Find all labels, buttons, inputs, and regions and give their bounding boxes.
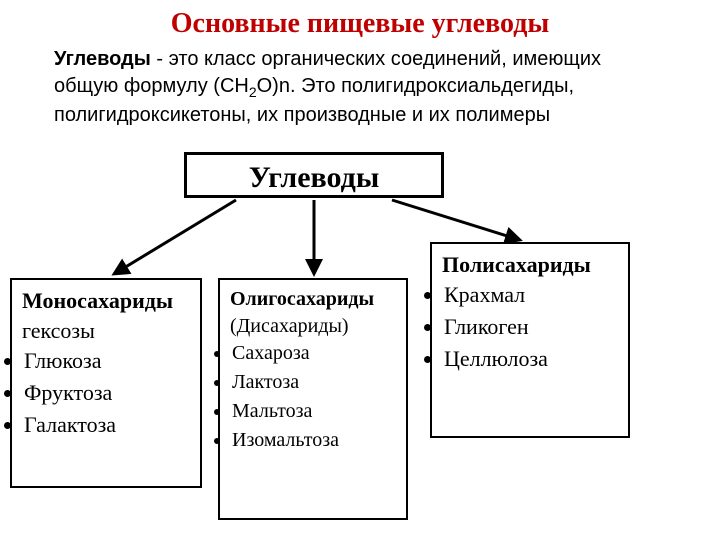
arrow-2 [392,200,520,240]
root-node: Углеводы [184,152,444,198]
list-item: Лактоза [232,371,396,394]
list-item: Изомальтоза [232,429,396,452]
branch-subheading: гексозы [22,318,190,344]
branch-box-1: Олигосахариды (Дисахариды) Сахароза Лактоза… [218,278,408,520]
branch-box-2: Полисахариды Крахмал Гликоген Целлюлоза [430,242,630,438]
paragraph-lead: Углеводы [54,48,151,70]
definition-paragraph: Углеводы - это класс органических соедин… [54,46,624,129]
arrow-0 [114,200,236,274]
branch-heading: Олигосахариды [230,288,396,311]
list-item: Мальтоза [232,400,396,423]
branch-subheading: (Дисахариды) [230,315,396,338]
list-item: Глюкоза [24,348,190,374]
page-title: Основные пищевые углеводы [0,8,720,40]
list-item: Крахмал [444,282,618,308]
list-item: Гликоген [444,314,618,340]
list-item: Целлюлоза [444,346,618,372]
branch-list: Сахароза Лактоза Мальтоза Изомальтоза [226,342,396,452]
branch-list: Крахмал Гликоген Целлюлоза [438,282,618,372]
list-item: Фруктоза [24,380,190,406]
list-item: Сахароза [232,342,396,365]
branch-box-0: Моносахариды гексозы Глюкоза Фруктоза Галакт… [10,278,202,488]
branch-heading: Моносахариды [22,288,190,314]
branch-heading: Полисахариды [442,252,618,278]
formula-subscript: 2 [249,84,257,100]
branch-list: Глюкоза Фруктоза Галактоза [18,348,190,438]
list-item: Галактоза [24,412,190,438]
